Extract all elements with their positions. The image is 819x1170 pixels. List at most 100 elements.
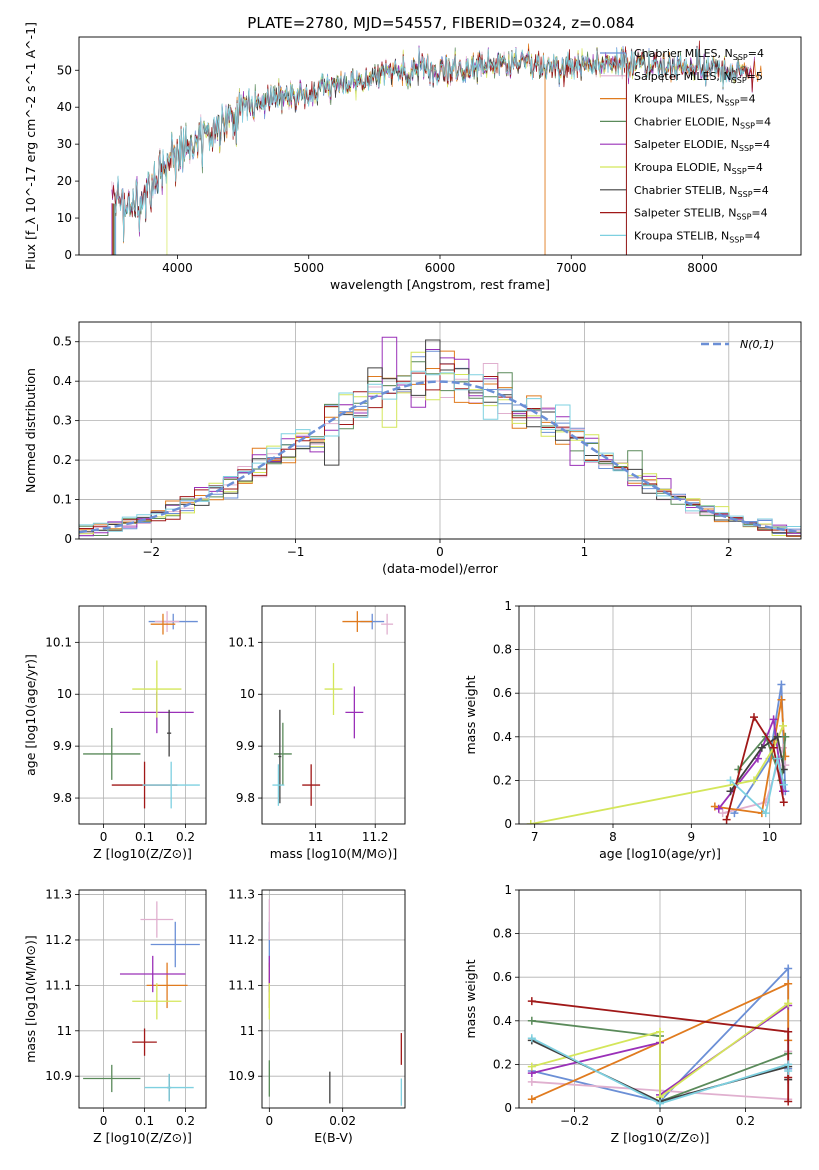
y-tick-label: 0.2	[493, 1057, 512, 1071]
y-tick-label: 11	[240, 1024, 255, 1038]
y-tick-label: 30	[57, 137, 72, 151]
legend-subscript: SSP	[739, 144, 754, 153]
errorbar-point	[150, 921, 200, 968]
errorbar-point	[132, 983, 182, 1020]
legend-entry: Chabrier MILES, NSSP=4	[634, 47, 764, 62]
x-tick-label: 4000	[162, 261, 193, 275]
series-marker	[757, 743, 766, 752]
y-axis-label: mass weight	[463, 675, 478, 754]
series-marker	[761, 809, 770, 818]
series-marker	[784, 979, 793, 988]
series-marker	[527, 1077, 536, 1086]
y-tick-label: 0.4	[493, 1014, 512, 1028]
y-tick-label: 9.8	[236, 791, 255, 805]
y-tick-label: 0.6	[493, 686, 512, 700]
errorbar-point	[132, 1028, 157, 1056]
series-marker	[779, 765, 788, 774]
plot-area-massweight-vs-Z	[527, 964, 793, 1108]
spectrum-line-8	[115, 47, 745, 242]
x-tick-label: 0.2	[176, 1114, 195, 1128]
errorbar-point	[381, 613, 394, 635]
series-marker	[527, 997, 536, 1006]
errorbar-point	[345, 686, 364, 739]
y-tick-label: 11.2	[228, 933, 255, 947]
series-marker	[779, 798, 788, 807]
errorbar-point	[142, 761, 200, 809]
y-tick-label: 0	[504, 1101, 512, 1115]
series-marker	[726, 776, 735, 785]
y-tick-label: 11	[57, 1024, 72, 1038]
y-tick-label: 20	[57, 174, 72, 188]
errorbar-point	[140, 901, 174, 938]
series-marker	[753, 754, 762, 763]
legend-entry: Chabrier STELIB, NSSP=4	[634, 184, 769, 199]
legend-entry-nssp: =4	[739, 93, 755, 106]
y-axis-label: Normed distribution	[23, 368, 38, 493]
legend-subscript: SSP	[738, 190, 753, 199]
legend-subscript: SSP	[732, 76, 747, 85]
legend-entry-nssp: =4	[755, 115, 771, 128]
plot-area-mass-vs-Z	[83, 901, 200, 1102]
y-tick-label: 0.4	[53, 374, 72, 388]
axes-frame	[261, 605, 406, 825]
x-tick-label: 7	[531, 830, 539, 844]
x-tick-label: 0.1	[135, 830, 154, 844]
legend-entry: N(0,1)	[740, 338, 774, 351]
x-tick-label: 8000	[687, 261, 718, 275]
y-tick-label: 0	[504, 817, 512, 831]
series-marker	[784, 1066, 793, 1075]
legend-entry-name: Kroupa STELIB, N	[634, 229, 729, 242]
x-tick-label: 0	[100, 830, 108, 844]
legend-entry-nssp: =4	[751, 207, 767, 220]
errorbar-point	[83, 727, 141, 780]
errorbar-point	[144, 1073, 194, 1102]
series-marker	[656, 1099, 664, 1108]
x-axis-label: Z [log10(Z/Z⊙)]	[93, 1130, 192, 1145]
plot-area-age-vs-mass	[272, 611, 394, 806]
series-marker	[750, 713, 758, 722]
series-line-5	[531, 1002, 789, 1099]
y-tick-label: 9.9	[53, 739, 72, 753]
x-axis-label: wavelength [Angstrom, rest frame]	[330, 277, 550, 292]
series-marker	[778, 721, 787, 730]
series-marker	[769, 715, 778, 724]
x-tick-label: 0	[266, 1114, 274, 1128]
errorbar-point	[272, 764, 285, 806]
legend-entry: Kroupa ELODIE, NSSP=4	[634, 161, 763, 176]
errorbar-point	[146, 962, 188, 1009]
x-tick-label: 11	[308, 830, 323, 844]
series-marker	[784, 1097, 793, 1106]
legend-entry-nssp: =4	[747, 161, 763, 174]
y-tick-label: 11.3	[228, 888, 255, 902]
y-tick-label: 1	[504, 883, 512, 897]
panel-mass-vs-Z: 0 0.1 0.2 10.9 11 11.1 11.2 11.3 Z [log10(Z/Z⊙)]…	[23, 888, 206, 1145]
legend-entry-name: Salpeter MILES, N	[634, 70, 732, 83]
y-tick-label: 9.9	[236, 739, 255, 753]
legend-entry: Salpeter MILES, NSSP=5	[634, 70, 763, 85]
legend-entry-nssp: =4	[754, 138, 770, 151]
legend-entry-nssp: =4	[748, 47, 764, 60]
y-tick-label: 10.9	[45, 1069, 72, 1083]
y-axis-label: Flux [f_λ 10^-17 erg cm^-2 s^-1 A^-1]	[23, 22, 38, 270]
panel-mass-vs-ebv: 0 0.02 10.9 11 11.1 11.2 11.3 E(B-V)	[228, 888, 405, 1145]
series-marker	[734, 765, 743, 774]
axes-frame	[78, 36, 802, 256]
series-line-7	[531, 1000, 790, 1102]
y-tick-label: 0.6	[493, 970, 512, 984]
x-tick-label: 8	[609, 830, 617, 844]
series-marker	[527, 1062, 536, 1071]
series-marker	[784, 1027, 793, 1036]
x-axis-label: Z [log10(Z/Z⊙)]	[93, 846, 192, 861]
y-tick-label: 11.1	[45, 978, 72, 992]
axes-frame	[78, 889, 207, 1109]
normal-reference-curve	[79, 380, 801, 534]
series-marker	[773, 754, 782, 763]
legend-entry-name: Kroupa ELODIE, N	[634, 161, 732, 174]
axes-frame	[261, 889, 406, 1109]
y-tick-label: 11.3	[45, 888, 72, 902]
x-tick-label: 2	[725, 545, 733, 559]
legend-entry-nssp: =4	[753, 184, 769, 197]
series-marker	[527, 1095, 536, 1104]
x-tick-label: 0	[436, 545, 444, 559]
y-tick-label: 0.2	[493, 773, 512, 787]
